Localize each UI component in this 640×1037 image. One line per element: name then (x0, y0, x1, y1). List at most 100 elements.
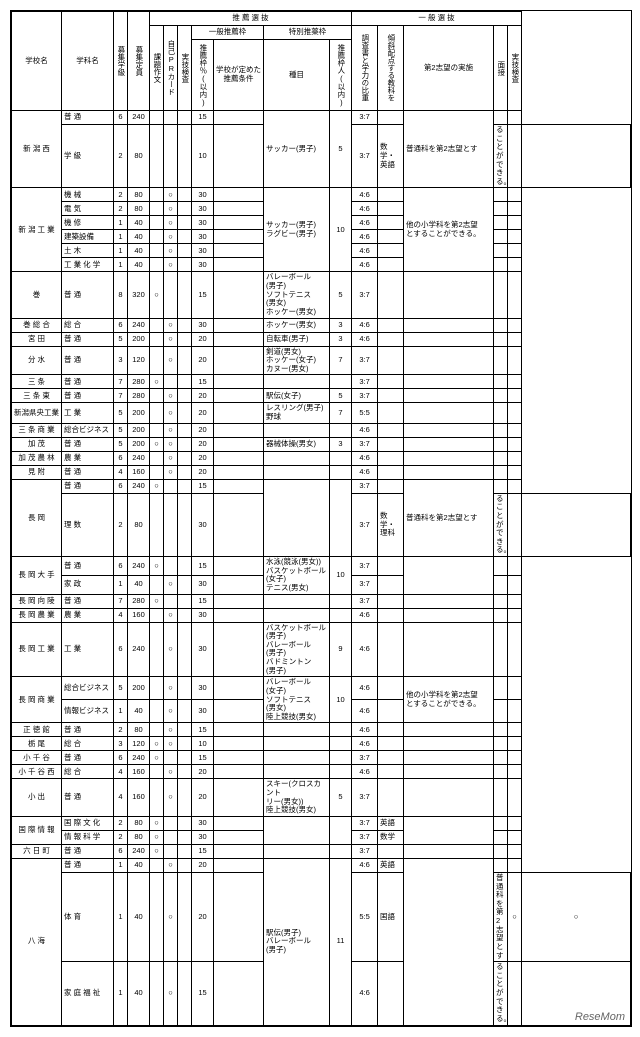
h-classes: 募集学級 (114, 12, 128, 111)
mensetsu-cell (494, 258, 508, 272)
dept-cell: 農 業 (62, 608, 114, 622)
cl-cell: 1 (114, 575, 128, 594)
pct-cell: 30 (192, 216, 214, 230)
cap-cell: 40 (128, 962, 150, 1025)
mark-0 (150, 962, 164, 1025)
ratio-cell: 3:7 (352, 594, 378, 608)
cond-cell (214, 125, 264, 188)
ratio-cell: 3:7 (352, 375, 378, 389)
cl-cell: 7 (114, 594, 128, 608)
cl-cell: 6 (114, 111, 128, 125)
subject-cell: 数学・英語 (378, 125, 404, 188)
cap-cell: 200 (128, 677, 150, 700)
mark-2 (178, 737, 192, 751)
sp-cell (330, 594, 352, 608)
jitsugi-cell (508, 479, 522, 493)
mark-2 (178, 622, 192, 677)
subject-cell (378, 479, 404, 493)
jitsugi-cell (508, 816, 522, 830)
mark-0 (150, 423, 164, 437)
table-row: 三 条 東普 通7280○20駅伝(女子)53:7 (12, 389, 631, 403)
mensetsu-cell (494, 830, 508, 844)
ratio-cell: 3:7 (352, 493, 378, 556)
mark-0 (150, 465, 164, 479)
sp-cell (330, 375, 352, 389)
mensetsu-cell (494, 700, 508, 723)
mark-1 (164, 479, 178, 493)
cl-cell: 6 (114, 751, 128, 765)
note-cell: ることができる。 (494, 493, 508, 556)
note-cell (404, 451, 494, 465)
event-cell: スキー(クロスカント リー(男女)) 陸上競技(男女) (264, 779, 330, 817)
cap-cell: 240 (128, 557, 150, 576)
pct-cell: 30 (192, 816, 214, 830)
mark-0: ○ (150, 737, 164, 751)
pct-cell: 30 (192, 677, 214, 700)
school-cell: 六 日 町 (12, 844, 62, 858)
mark-0: ○ (150, 594, 164, 608)
mark-1: ○ (164, 230, 178, 244)
subject-cell (378, 723, 404, 737)
school-cell: 巻 (12, 272, 62, 318)
mark-0 (150, 318, 164, 332)
sp-cell (330, 423, 352, 437)
mensetsu-cell (494, 751, 508, 765)
ratio-cell: 3:7 (352, 479, 378, 493)
pct-cell: 15 (192, 844, 214, 858)
dept-cell: 普 通 (62, 272, 114, 318)
dept-cell: 学 級 (62, 125, 114, 188)
pct-cell: 30 (192, 188, 214, 202)
mensetsu-cell (494, 816, 508, 830)
h-kadai: 課題作文 (150, 26, 164, 111)
cond-cell (214, 332, 264, 346)
table-row: 長 岡普 通6240○153:7普通科を第2志望とす (12, 479, 631, 493)
cap-cell: 200 (128, 437, 150, 451)
mark-2 (178, 493, 192, 556)
mark-0: ○ (150, 272, 164, 318)
mark-0 (150, 202, 164, 216)
ratio-cell: 4:6 (352, 765, 378, 779)
ratio-cell: 3:7 (352, 346, 378, 375)
ratio-cell: 4:6 (352, 202, 378, 216)
cond-cell (214, 403, 264, 423)
cap-cell: 160 (128, 465, 150, 479)
cap-cell: 40 (128, 575, 150, 594)
mark-1: ○ (164, 765, 178, 779)
jitsugi-cell (508, 465, 522, 479)
ratio-cell: 4:6 (352, 188, 378, 202)
jitsugi-cell (508, 575, 522, 594)
cond-cell (214, 557, 264, 576)
mark-1 (164, 125, 178, 188)
sp-cell: 5 (330, 779, 352, 817)
cl-cell: 6 (114, 479, 128, 493)
cl-cell: 1 (114, 216, 128, 230)
dept-cell: 総 合 (62, 765, 114, 779)
school-cell: 長 岡 大 手 (12, 557, 62, 595)
sp-cell (330, 608, 352, 622)
event-cell (264, 451, 330, 465)
mark-1: ○ (164, 437, 178, 451)
cl-cell: 4 (114, 608, 128, 622)
mark-2 (178, 872, 192, 961)
mensetsu-cell (494, 479, 508, 493)
mensetsu-cell (494, 557, 508, 576)
dept-cell: 情報ビジネス (62, 700, 114, 723)
mark-0 (150, 111, 164, 125)
ratio-cell: 3:7 (352, 272, 378, 318)
mark-1: ○ (164, 465, 178, 479)
logo: ReseMom (575, 1011, 625, 1023)
mensetsu-cell (494, 244, 508, 258)
subject-cell (378, 677, 404, 700)
cl-cell: 1 (114, 230, 128, 244)
jitsugi-cell (508, 594, 522, 608)
event-cell (264, 723, 330, 737)
cl-cell: 2 (114, 830, 128, 844)
table-row: 三 条普 通7280○153:7 (12, 375, 631, 389)
jitsugi-cell (522, 493, 631, 556)
mensetsu-cell (494, 451, 508, 465)
mensetsu-cell (494, 389, 508, 403)
pct-cell: 20 (192, 858, 214, 872)
mark-1 (164, 844, 178, 858)
h-pct: 推薦枠％(以内) (192, 40, 214, 111)
mensetsu-cell (494, 230, 508, 244)
